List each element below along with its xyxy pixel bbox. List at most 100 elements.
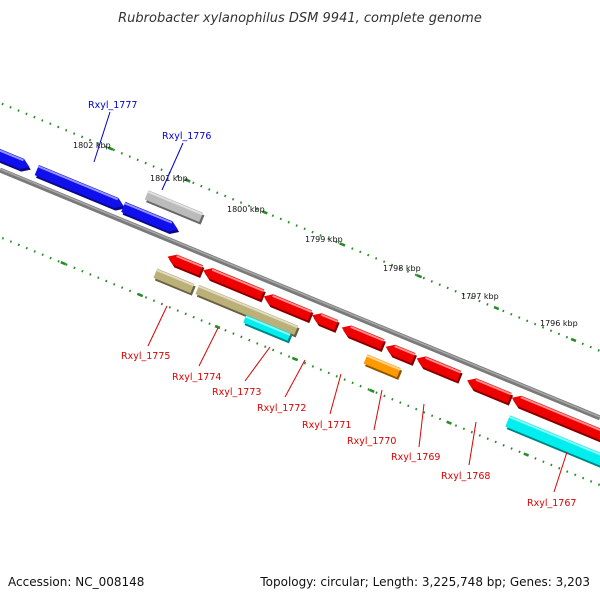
inner-tick-dot <box>494 440 497 444</box>
outer-tick-dot <box>120 151 123 155</box>
gene-feature-Rxyl_1773[interactable] <box>243 315 293 344</box>
gene-feature-Rxyl_1767[interactable] <box>505 415 600 480</box>
gene-feature-blue[interactable] <box>121 201 180 235</box>
outer-tick-dot <box>462 293 465 296</box>
inner-tick-dot <box>311 365 315 368</box>
inner-tick-dot <box>256 342 259 345</box>
inner-tick-dot <box>407 404 410 408</box>
inner-tick-dot <box>49 256 52 260</box>
outer-tick-dot <box>41 119 44 122</box>
inner-tick-dot <box>534 457 537 460</box>
gene-feature-red[interactable] <box>203 268 266 303</box>
outer-tick-major-tick <box>261 210 268 215</box>
outer-tick-dot <box>279 217 282 221</box>
outer-tick-dot <box>446 286 449 290</box>
gene-feature-Rxyl_1771[interactable] <box>341 325 386 352</box>
outer-tick-dot <box>518 316 521 319</box>
inner-tick-dot <box>351 381 354 385</box>
gene-label-Rxyl_1767[interactable]: Rxyl_1767 <box>527 498 576 509</box>
outer-tick-dot <box>414 273 418 277</box>
outer-tick-dot <box>470 296 473 300</box>
gene-label-Rxyl_1775[interactable]: Rxyl_1775 <box>121 351 170 362</box>
outer-tick-dot <box>33 115 36 119</box>
outer-tick-dot <box>239 201 243 204</box>
gene-feature-Rxyl_1768[interactable] <box>467 378 514 406</box>
inner-tick-dot <box>462 427 466 431</box>
outer-tick-dot <box>549 329 553 332</box>
outer-tick-dot <box>422 276 426 280</box>
outer-tick-dot <box>311 230 314 234</box>
outer-tick-dot <box>88 138 92 142</box>
inner-tick-dot <box>510 447 513 450</box>
gene-leader-line <box>147 305 168 347</box>
inner-tick-dot <box>168 305 171 309</box>
inner-tick-dot <box>279 351 283 355</box>
outer-tick-dot <box>96 142 100 145</box>
inner-tick-dot <box>128 289 132 293</box>
gene-feature-Rxyl_1770[interactable] <box>363 354 403 380</box>
outer-tick-dot <box>557 332 561 336</box>
outer-tick-dot <box>319 234 322 237</box>
outer-tick-dot <box>335 240 338 244</box>
inner-tick-dot <box>287 355 291 358</box>
gene-label-Rxyl_1768[interactable]: Rxyl_1768 <box>441 471 490 482</box>
inner-tick-dot <box>574 473 577 477</box>
outer-tick-dot <box>1 102 4 106</box>
topology-text: Topology: circular; Length: 3,225,748 bp… <box>259 575 590 589</box>
outer-tick-dot <box>72 132 76 135</box>
outer-tick-dot <box>112 148 116 152</box>
outer-tick-dot <box>128 155 131 158</box>
inner-tick-dot <box>17 243 20 247</box>
gene-label-Rxyl_1769[interactable]: Rxyl_1769 <box>391 452 440 463</box>
inner-tick-dot <box>550 463 553 467</box>
gene-feature-blue[interactable] <box>0 129 31 172</box>
gene-feature-Rxyl_1775[interactable] <box>153 268 196 296</box>
gene-features <box>0 129 600 480</box>
gene-feature-Rxyl_1774[interactable] <box>195 284 300 338</box>
gene-feature-Rxyl_1776[interactable] <box>144 190 205 225</box>
genome-backbone-highlight <box>0 168 600 418</box>
gene-feature-Rxyl_1777[interactable] <box>34 164 126 211</box>
gene-label-Rxyl_1776[interactable]: Rxyl_1776 <box>162 131 211 142</box>
gene-label-Rxyl_1771[interactable]: Rxyl_1771 <box>302 420 351 431</box>
inner-tick-dot <box>232 332 235 335</box>
inner-tick-dot <box>176 309 179 312</box>
gene-feature-red[interactable] <box>385 344 417 366</box>
gene-feature-red[interactable] <box>511 395 600 452</box>
gene-feature-red[interactable] <box>167 254 205 279</box>
inner-tick-dot <box>200 319 203 322</box>
outer-tick-dot <box>351 247 354 250</box>
gene-feature-Rxyl_1772[interactable] <box>312 313 340 333</box>
outer-tick-dot <box>438 283 441 286</box>
outer-tick-dot <box>454 289 457 293</box>
inner-tick-dot <box>319 368 323 372</box>
accession-text: Accession: NC_008148 <box>8 575 144 589</box>
inner-tick-dot <box>113 282 116 286</box>
outer-tick-dot <box>25 112 28 116</box>
inner-tick-major-tick <box>137 292 144 298</box>
gene-label-Rxyl_1770[interactable]: Rxyl_1770 <box>347 436 396 447</box>
inner-tick-dot <box>367 388 370 391</box>
inner-tick-dot <box>65 263 68 266</box>
gene-label-Rxyl_1774[interactable]: Rxyl_1774 <box>172 372 221 383</box>
inner-tick-dot <box>81 269 84 273</box>
inner-tick-dot <box>41 253 44 257</box>
inner-tick-dot <box>399 401 402 404</box>
outer-tick-dot <box>104 145 108 149</box>
gene-leader-line <box>373 389 383 431</box>
inner-tick-dot <box>415 407 418 411</box>
gene-label-Rxyl_1777[interactable]: Rxyl_1777 <box>88 100 137 111</box>
gene-label-Rxyl_1773[interactable]: Rxyl_1773 <box>212 387 261 398</box>
inner-tick-dot <box>224 328 227 332</box>
outer-tick-dot <box>367 253 370 257</box>
outer-tick-dot <box>526 319 529 323</box>
outer-tick-dot <box>223 194 227 198</box>
inner-tick-dot <box>359 384 362 388</box>
gene-label-Rxyl_1772[interactable]: Rxyl_1772 <box>257 403 306 414</box>
inner-tick-dot <box>105 279 108 283</box>
gene-feature-Rxyl_1769[interactable] <box>416 356 463 384</box>
outer-tick-dot <box>406 270 410 273</box>
gene-feature-red[interactable] <box>263 294 314 324</box>
outer-tick-dot <box>160 168 163 172</box>
outer-tick-dot <box>303 227 306 231</box>
